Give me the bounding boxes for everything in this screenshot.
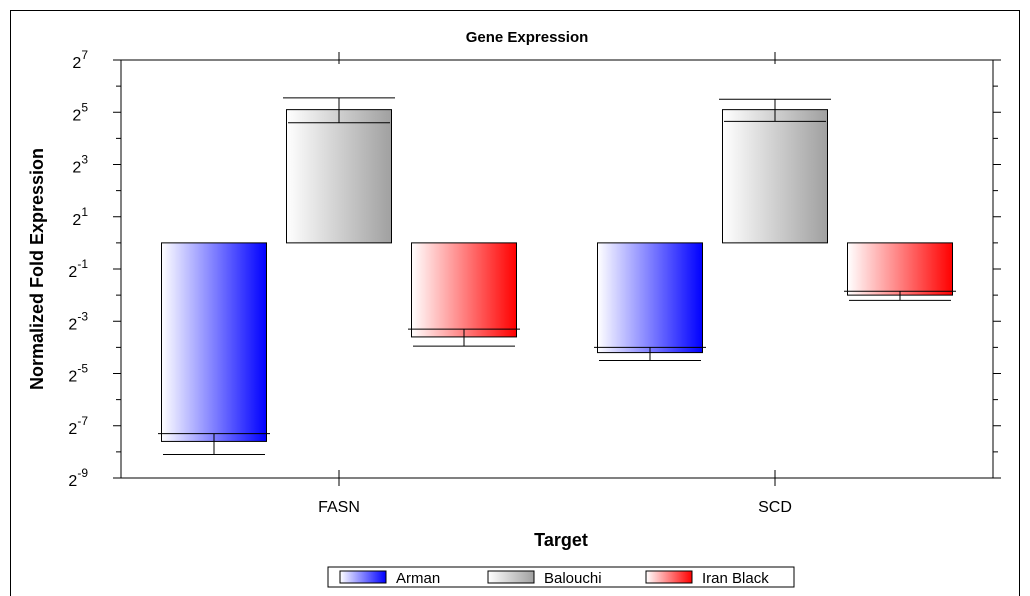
bar [286,109,392,244]
legend-label: Iran Black [702,570,769,587]
legend: Arman Balouchi Iran Black [327,566,795,588]
y-tick-label: 25 [72,100,88,124]
y-tick-label: 2-5 [68,362,88,386]
x-axis-label: Target [534,530,588,550]
y-axis: 2-9 2-7 2-5 2-3 2-1 21 23 25 27 [68,48,1001,490]
bar [722,109,828,244]
chart-title: Gene Expression [466,29,589,46]
legend-label: Balouchi [544,570,602,587]
y-tick-label: 27 [72,48,88,72]
y-tick-label: 21 [72,205,88,229]
bar [411,242,517,338]
y-tick-label: 2-7 [68,414,88,438]
bar [597,242,703,354]
y-axis-label: Normalized Fold Expression [27,148,47,390]
bar [847,242,953,296]
y-tick-label: 2-1 [68,257,88,281]
bar-series [158,97,956,455]
x-tick-label: SCD [758,499,792,516]
legend-swatch [645,570,693,584]
y-tick-label: 2-9 [68,466,88,490]
bar [161,242,267,442]
legend-swatch [339,570,387,584]
chart-frame [10,10,1020,596]
legend-label: Arman [396,570,440,587]
y-tick-label: 2-3 [68,309,88,333]
legend-swatch [487,570,535,584]
x-axis: FASN SCD [318,52,792,516]
y-tick-label: 23 [72,153,88,177]
x-tick-label: FASN [318,499,360,516]
